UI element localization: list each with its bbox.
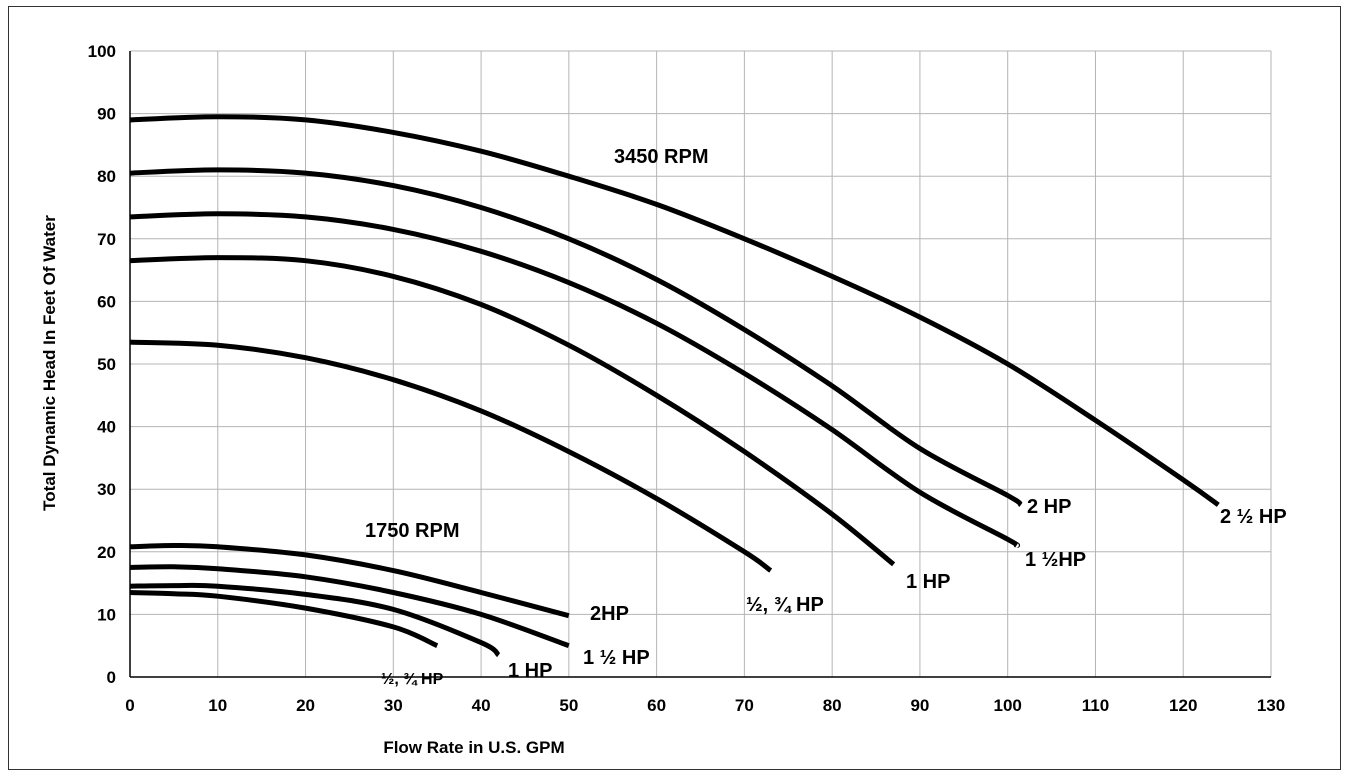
x-tick-label: 30 xyxy=(384,696,403,715)
x-tick-label: 90 xyxy=(910,696,929,715)
x-tick-label: 60 xyxy=(647,696,666,715)
x-tick-label: 130 xyxy=(1257,696,1285,715)
y-tick-label: 0 xyxy=(107,668,116,687)
x-tick-label: 20 xyxy=(296,696,315,715)
x-tick-label: 110 xyxy=(1082,696,1109,715)
pump-curve-chart: 0 10 20 30 40 50 60 70 80 90 100 110 120 130 0 10 20 30 4… xyxy=(40,42,1287,757)
x-tick-label: 0 xyxy=(125,696,134,715)
label-2hp-1750: 2HP xyxy=(590,603,629,625)
y-tick-label: 10 xyxy=(97,605,116,624)
label-1750-rpm: 1750 RPM xyxy=(365,520,460,542)
x-tick-label: 120 xyxy=(1169,696,1197,715)
pump-curve-line xyxy=(129,255,896,567)
chart-frame: 0 10 20 30 40 50 60 70 80 90 100 110 120 130 0 10 20 30 4… xyxy=(8,6,1341,770)
label-3450-rpm: 3450 RPM xyxy=(614,146,709,168)
x-tick-label: 70 xyxy=(735,696,754,715)
grid-horizontal-lines xyxy=(130,50,1271,678)
label-half-3q-hp-1750: ½, ¾ HP xyxy=(381,671,444,688)
label-2-hp-3450: 2 HP xyxy=(1027,496,1071,518)
pump-curve-line xyxy=(129,211,1021,548)
y-tick-label: 60 xyxy=(97,292,116,311)
y-tick-labels: 0 10 20 30 40 50 60 70 80 90 100 xyxy=(88,42,116,687)
y-tick-label: 40 xyxy=(97,418,116,437)
x-tick-label: 40 xyxy=(472,696,491,715)
pump-curve-line xyxy=(129,542,570,619)
pump-curve-line xyxy=(129,167,1023,507)
y-tick-label: 90 xyxy=(97,105,116,124)
label-1-half-hp-1750: 1 ½ HP xyxy=(583,647,650,669)
x-tick-label: 10 xyxy=(208,696,227,715)
label-1-half-hp-3450: 1 ½HP xyxy=(1025,549,1086,571)
y-tick-label: 100 xyxy=(88,42,116,61)
pump-curve-line xyxy=(129,582,501,658)
annotations: 3450 RPM 1750 RPM 2 ½ HP 2 HP 1 ½HP 1 HP… xyxy=(365,146,1287,688)
x-tick-label: 80 xyxy=(823,696,842,715)
y-tick-label: 80 xyxy=(97,167,116,186)
y-axis-title: Total Dynamic Head In Feet Of Water xyxy=(40,215,59,511)
pump-curve-line xyxy=(129,339,773,573)
x-tick-label: 50 xyxy=(559,696,578,715)
y-tick-label: 20 xyxy=(97,543,116,562)
x-axis-title: Flow Rate in U.S. GPM xyxy=(383,738,564,757)
y-tick-label: 70 xyxy=(97,230,116,249)
x-tick-label: 100 xyxy=(994,696,1022,715)
pump-curve-line xyxy=(129,590,439,649)
x-tick-labels: 0 10 20 30 40 50 60 70 80 90 100 110 120 130 xyxy=(125,696,1285,715)
label-1-hp-3450: 1 HP xyxy=(906,571,950,593)
label-half-3q-hp-3450: ½, ¾ HP xyxy=(746,594,824,616)
label-1-hp-1750: 1 HP xyxy=(508,660,552,682)
pump-curves xyxy=(129,114,1220,658)
label-2-half-hp-3450: 2 ½ HP xyxy=(1220,506,1287,528)
y-tick-label: 30 xyxy=(97,480,116,499)
pump-curve-line xyxy=(129,564,570,649)
y-tick-label: 50 xyxy=(97,355,116,374)
pump-curve-line xyxy=(129,114,1220,507)
